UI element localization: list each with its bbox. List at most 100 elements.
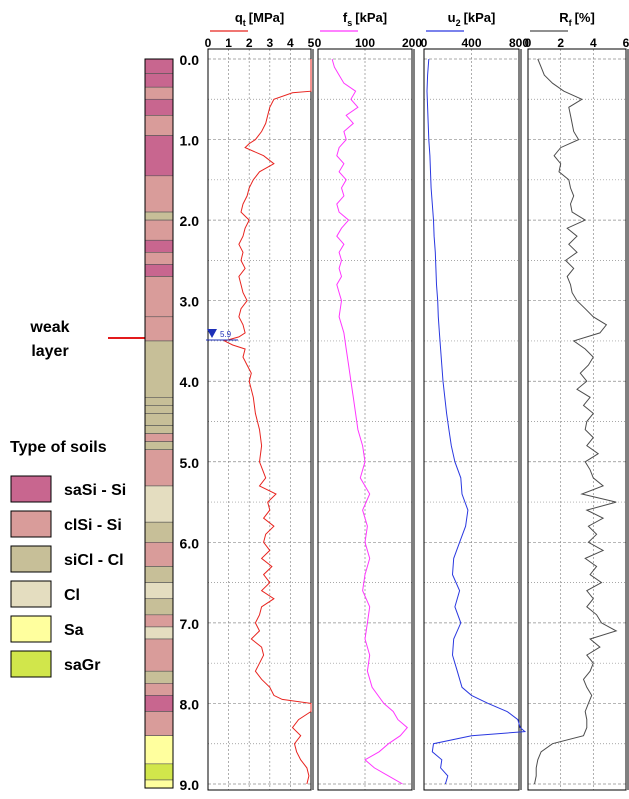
soil-layer xyxy=(144,211,174,221)
x-tick-label: 2 xyxy=(557,36,564,50)
legend-label: saSi - Si xyxy=(64,482,126,499)
soil-layer xyxy=(144,252,174,265)
soil-layer xyxy=(144,316,174,342)
x-tick-label: 2 xyxy=(246,36,253,50)
panel-frame xyxy=(527,48,627,791)
soil-layer xyxy=(144,449,174,487)
soil-layer xyxy=(144,115,174,136)
x-tick-label: 0 xyxy=(525,36,532,50)
soil-column xyxy=(144,58,174,789)
panel-frame xyxy=(207,48,312,791)
x-tick-label: 0 xyxy=(421,36,428,50)
water-level-triangle-icon xyxy=(207,328,217,338)
legend-swatch xyxy=(10,615,52,643)
panel-title: Rf [%] xyxy=(559,10,595,28)
soil-layer xyxy=(144,86,174,100)
x-tick-label: 400 xyxy=(461,36,481,50)
panel-title: fs [kPa] xyxy=(343,10,387,28)
soil-layer xyxy=(144,135,174,177)
legend-label: clSi - Si xyxy=(64,517,122,534)
x-tick-label: 1 xyxy=(225,36,232,50)
x-tick-label: 5 xyxy=(308,36,315,50)
legend-items: saSi - Si clSi - Si siCl - Cl Cl Sa saGr xyxy=(10,475,126,678)
panel-fs: 0 100 200 fs [kPa] xyxy=(315,10,422,791)
legend-label: Cl xyxy=(64,587,80,604)
panel-u2: 0 400 800 u2 [kPa] xyxy=(421,10,529,791)
series-line xyxy=(223,59,312,785)
legend-label: Sa xyxy=(64,622,84,639)
soil-layer xyxy=(144,73,174,88)
soil-layer xyxy=(144,614,174,628)
soil-layer xyxy=(144,219,174,241)
x-tick-label: 0 xyxy=(205,36,212,50)
soil-layer xyxy=(144,566,174,583)
x-tick-label: 3 xyxy=(266,36,273,50)
soil-layer xyxy=(144,638,174,672)
depth-tick-label: 2.0 xyxy=(180,213,200,229)
depth-tick-label: 1.0 xyxy=(180,133,200,149)
soil-layer xyxy=(144,239,174,253)
series-line xyxy=(426,58,527,785)
soil-layer xyxy=(144,413,174,426)
soil-layer xyxy=(144,735,174,765)
legend-swatch xyxy=(10,475,52,503)
soil-layer xyxy=(144,711,174,736)
soil-layer xyxy=(144,683,174,696)
soil-layer xyxy=(144,397,174,406)
legend-swatch xyxy=(10,580,52,608)
legend-swatch xyxy=(10,510,52,538)
panel-title: qt [MPa] xyxy=(235,10,284,28)
water-level-marker: 5.9 xyxy=(206,328,238,341)
soil-layer xyxy=(144,425,174,434)
legend-swatch xyxy=(10,545,52,573)
soil-layer xyxy=(144,264,174,277)
soil-layer xyxy=(144,542,174,567)
soil-layer xyxy=(144,626,174,640)
soil-layer xyxy=(144,763,174,781)
depth-tick-label: 8.0 xyxy=(180,696,200,712)
soil-layer xyxy=(144,276,174,318)
series-line xyxy=(534,58,618,785)
soil-layer xyxy=(144,405,174,414)
weak-layer-annotation: weak layer xyxy=(29,319,161,360)
depth-tick-label: 4.0 xyxy=(180,374,200,390)
soil-layer xyxy=(144,598,174,616)
panel-qt: 0 1 2 3 4 5 qt [MPa] xyxy=(205,10,315,791)
series-line xyxy=(331,58,409,785)
soil-layer xyxy=(144,695,174,712)
soil-layer xyxy=(144,340,174,398)
legend-swatch xyxy=(10,650,52,678)
legend-title: Type of soils xyxy=(10,439,107,456)
annotation-line2: layer xyxy=(31,343,68,360)
water-level-label: 5.9 xyxy=(220,330,232,339)
x-tick-label: 6 xyxy=(623,36,629,50)
depth-tick-label: 3.0 xyxy=(180,294,200,310)
depth-tick-label: 6.0 xyxy=(180,535,200,551)
x-tick-label: 0 xyxy=(315,36,322,50)
soil-layer xyxy=(144,433,174,442)
depth-tick-label: 0.0 xyxy=(180,52,200,68)
x-tick-label: 100 xyxy=(355,36,375,50)
annotation-line1: weak xyxy=(29,319,69,336)
x-tick-label: 800 xyxy=(509,36,529,50)
depth-axis: 0.0 1.0 2.0 3.0 4.0 5.0 6.0 7.0 8.0 9.0 xyxy=(180,52,200,793)
depth-tick-label: 5.0 xyxy=(180,455,200,471)
legend-label: saGr xyxy=(64,657,100,674)
depth-tick-label: 7.0 xyxy=(180,616,200,632)
soil-layer xyxy=(144,521,174,543)
depth-tick-label: 9.0 xyxy=(180,777,200,793)
soil-layer xyxy=(144,58,174,74)
soil-layer xyxy=(144,98,174,116)
x-tick-label: 4 xyxy=(590,36,597,50)
panel-title: u2 [kPa] xyxy=(448,10,496,28)
soil-layer xyxy=(144,779,174,789)
soil-layer xyxy=(144,441,174,450)
soil-layer xyxy=(144,485,174,523)
soil-legend: Type of soils saSi - Si clSi - Si siCl - C… xyxy=(10,439,126,678)
legend-label: siCl - Cl xyxy=(64,552,124,569)
soil-column-frame xyxy=(144,58,174,789)
x-tick-label: 200 xyxy=(402,36,422,50)
soil-layer xyxy=(144,175,174,213)
